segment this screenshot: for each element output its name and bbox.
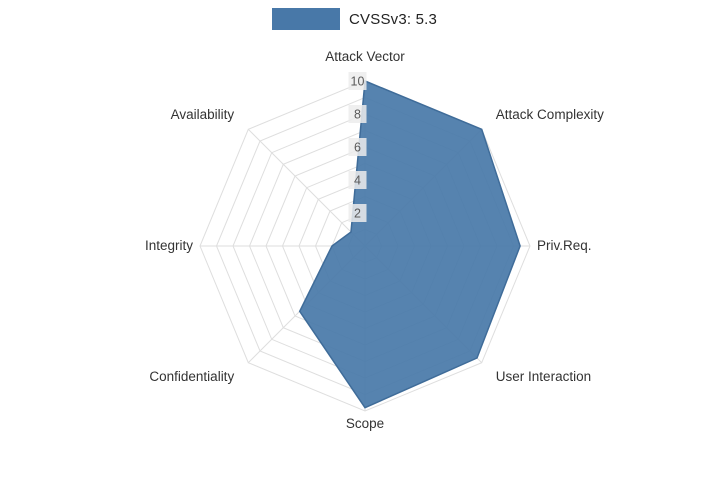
axis-label: Integrity: [145, 238, 193, 253]
axis-label: Confidentiality: [149, 369, 234, 384]
tick-bg: [348, 171, 367, 189]
data-polygon: [298, 79, 521, 409]
axis-label: Attack Complexity: [496, 107, 604, 122]
legend: CVSSv3: 5.3: [272, 8, 437, 30]
legend-label: CVSSv3: 5.3: [349, 10, 438, 28]
tick-label: 10: [351, 75, 365, 89]
tick-label: 8: [354, 108, 361, 122]
axis-spoke: [247, 128, 366, 247]
axis-label: Attack Vector: [325, 49, 405, 64]
tick-label: 2: [354, 207, 361, 221]
axis-label: Scope: [346, 416, 384, 431]
tick-bg: [348, 204, 367, 222]
tick-bg: [348, 105, 367, 123]
legend-swatch: [272, 8, 340, 30]
axis-label: Availability: [171, 107, 235, 122]
axis-label: Priv.Req.: [537, 238, 592, 253]
tick-label: 4: [354, 174, 361, 188]
axis-label: User Interaction: [496, 369, 591, 384]
tick-label: 6: [354, 141, 361, 155]
tick-bg: [348, 138, 367, 156]
tick-bg: [348, 72, 367, 90]
